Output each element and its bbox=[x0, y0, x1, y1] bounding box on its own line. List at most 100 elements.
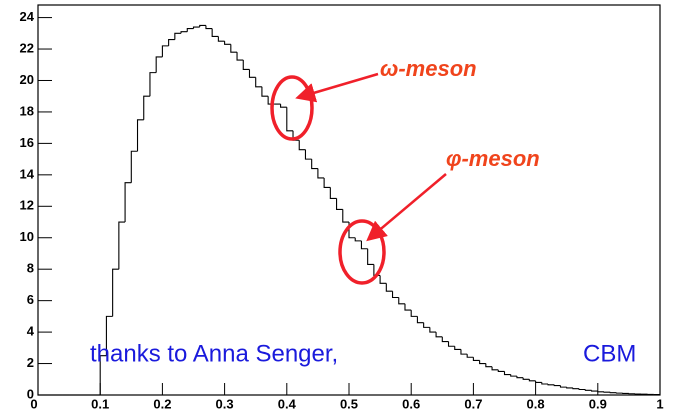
histogram-bin bbox=[211, 28, 219, 38]
histogram-bin bbox=[155, 56, 163, 73]
histogram-bin bbox=[479, 360, 486, 365]
histogram-bin bbox=[124, 182, 132, 223]
y-tick-label: 8 bbox=[27, 261, 34, 276]
y-tick-label: 12 bbox=[20, 198, 34, 213]
histogram-bin bbox=[503, 371, 511, 376]
y-tick-label: 6 bbox=[27, 292, 34, 307]
y-tick-label: 22 bbox=[20, 40, 34, 55]
histogram-bin bbox=[566, 387, 573, 389]
histogram-bin bbox=[578, 388, 586, 391]
x-tick-label: 0.8 bbox=[527, 396, 545, 411]
histogram-bin bbox=[528, 379, 536, 382]
histogram-bin bbox=[255, 77, 262, 88]
credit-cbm: CBM bbox=[583, 340, 636, 367]
x-tick-label: 0.7 bbox=[464, 396, 482, 411]
omega-arrow bbox=[295, 72, 379, 103]
histogram-bin bbox=[261, 86, 269, 97]
x-tick-label: 0.9 bbox=[589, 396, 607, 411]
x-tick-label: 0.6 bbox=[402, 396, 420, 411]
y-tick-label: 2 bbox=[27, 355, 34, 370]
histogram-bin bbox=[180, 31, 188, 34]
histogram-bin bbox=[354, 237, 362, 242]
histogram-bin bbox=[572, 387, 580, 390]
omega-ellipse bbox=[270, 75, 314, 141]
histogram-bin bbox=[280, 104, 287, 108]
credit-text: thanks to Anna Senger, bbox=[90, 340, 338, 367]
histogram-bin bbox=[286, 107, 294, 132]
histogram-bin bbox=[336, 198, 343, 210]
x-tick-label: 0 bbox=[30, 396, 37, 411]
histogram-bin bbox=[516, 376, 524, 379]
histogram-bin bbox=[199, 24, 206, 28]
histogram-bin bbox=[497, 369, 505, 372]
histogram-bin bbox=[472, 357, 480, 361]
phi-label: φ-meson bbox=[446, 146, 540, 171]
x-tick-label: 0.4 bbox=[278, 396, 297, 411]
x-tick-label: 0.3 bbox=[216, 396, 234, 411]
y-tick-label: 14 bbox=[20, 166, 35, 181]
histogram-bin bbox=[342, 209, 349, 223]
y-tick-label: 18 bbox=[20, 103, 34, 118]
histogram-bin bbox=[130, 150, 138, 183]
histogram-bin bbox=[553, 384, 561, 387]
histogram-bin bbox=[205, 25, 213, 30]
histogram-bin bbox=[186, 28, 194, 32]
y-tick-label: 20 bbox=[20, 72, 34, 87]
histogram-bin bbox=[242, 60, 250, 71]
x-tick-label: 0.2 bbox=[153, 396, 171, 411]
histogram-bin bbox=[298, 140, 306, 151]
histogram-bin bbox=[174, 32, 182, 40]
histogram-bin bbox=[385, 283, 393, 292]
y-tick-label: 10 bbox=[20, 229, 34, 244]
histogram-bin bbox=[559, 385, 567, 388]
histogram-bin bbox=[367, 248, 374, 266]
y-tick-label: 0 bbox=[27, 386, 34, 401]
histogram-bin bbox=[597, 391, 605, 393]
histogram-bin bbox=[591, 390, 598, 392]
histogram-bin bbox=[584, 389, 592, 391]
y-tick-label: 16 bbox=[20, 135, 34, 150]
histogram-bin bbox=[161, 45, 169, 57]
phi-ellipse bbox=[338, 219, 386, 285]
histogram-bin bbox=[535, 380, 542, 383]
x-tick-label: 1 bbox=[656, 396, 663, 411]
histogram-bin bbox=[236, 52, 244, 61]
histogram-bin bbox=[192, 26, 200, 29]
histogram-bin bbox=[118, 221, 126, 270]
histogram-bin bbox=[248, 69, 256, 78]
histogram-bin bbox=[168, 39, 175, 46]
histogram-bin bbox=[541, 382, 549, 385]
histogram-bin bbox=[143, 95, 150, 120]
histogram-bin bbox=[398, 297, 405, 305]
x-tick-label: 0.5 bbox=[340, 396, 358, 411]
histogram-bin bbox=[522, 377, 530, 380]
histogram-bin bbox=[423, 322, 430, 328]
histogram-bin bbox=[510, 374, 517, 377]
histogram-bin bbox=[447, 341, 455, 347]
histogram-bin bbox=[105, 315, 113, 356]
histogram-bin bbox=[217, 36, 225, 42]
histogram-bin bbox=[441, 336, 449, 343]
histogram-bin bbox=[460, 349, 468, 355]
histogram-bin bbox=[379, 275, 387, 284]
histogram-bin bbox=[466, 354, 474, 358]
histogram-bin bbox=[136, 119, 144, 152]
histogram-bin bbox=[404, 303, 412, 311]
histogram-bin bbox=[391, 291, 399, 299]
histogram-bin bbox=[454, 346, 461, 350]
histogram-bin bbox=[547, 383, 555, 386]
histogram-bin bbox=[224, 41, 231, 45]
histogram-bin bbox=[311, 159, 318, 170]
histogram-bin bbox=[491, 366, 499, 371]
histogram-bin bbox=[360, 240, 368, 250]
histogram-bin bbox=[149, 72, 157, 97]
y-tick-label: 24 bbox=[20, 9, 35, 24]
histogram-bin bbox=[112, 268, 119, 317]
histogram-bin bbox=[485, 363, 493, 368]
histogram-bin bbox=[329, 187, 337, 199]
phi-arrow bbox=[366, 173, 447, 242]
histogram-bin bbox=[304, 149, 312, 160]
histogram-bin bbox=[410, 310, 418, 317]
y-tick-label: 4 bbox=[27, 324, 35, 339]
